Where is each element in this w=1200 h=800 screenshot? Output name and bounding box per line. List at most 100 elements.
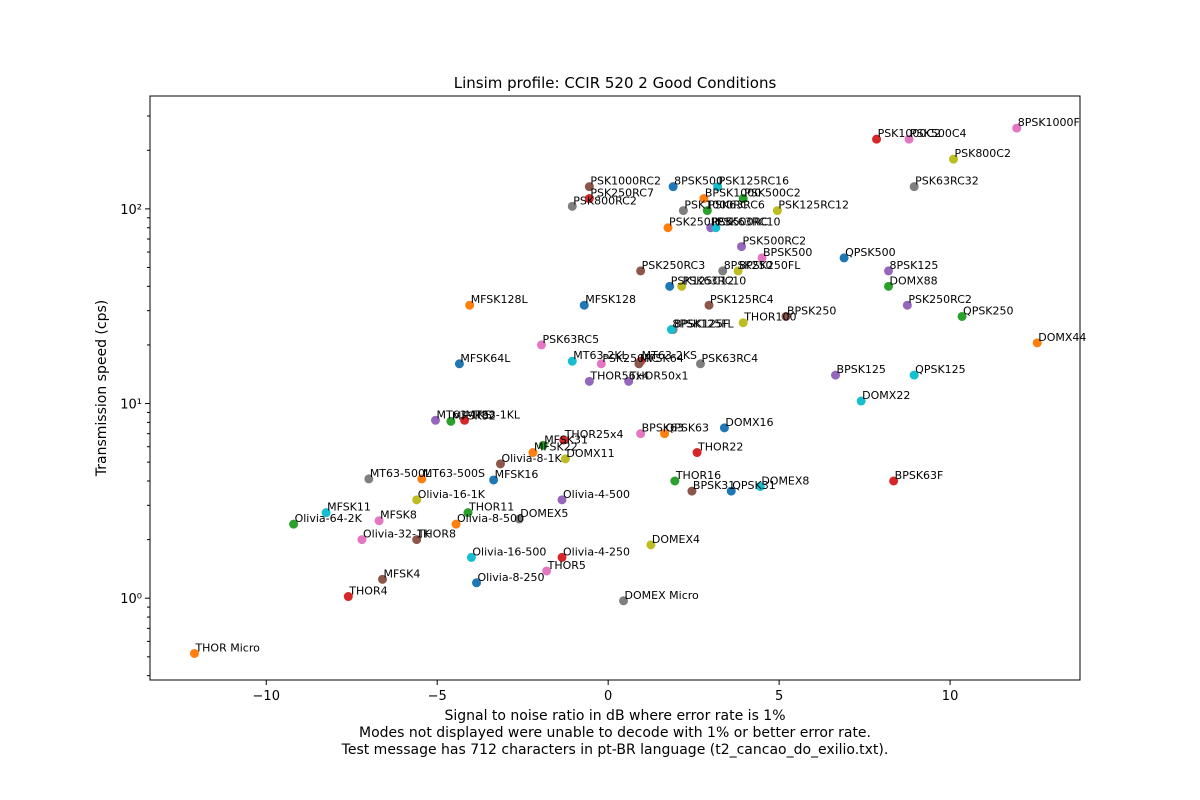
data-point-label: Olivia-16-1K [418,488,486,501]
y-tick-label: 10⁰ [120,592,142,607]
data-point-label: MFSK4 [384,567,421,580]
data-point [660,429,670,439]
data-point [757,253,767,263]
data-point-label: THOR8 [417,528,456,541]
data-point-label: PSK250RC3 [642,259,706,272]
data-point-label: PSK125C12 [671,274,735,287]
data-point [670,476,680,486]
data-point [636,429,646,439]
data-point [321,508,331,518]
data-point [460,415,470,425]
data-point [884,281,894,291]
data-point [781,311,791,321]
data-point [1032,338,1042,348]
data-point [542,566,552,576]
data-point-label: MFSK64L [460,352,511,365]
y-axis-label: Transmission speed (cps) [94,300,110,477]
data-point-label: PSK63RC32 [915,175,979,188]
data-point-label: Olivia-4-500 [563,488,630,501]
data-point-label: PSK1000RC2 [590,175,661,188]
data-point [634,359,644,369]
data-point-label: BPSK31 [693,479,735,492]
data-point [584,376,594,386]
data-point [738,194,748,204]
x-axis-note-1: Modes not displayed were unable to decod… [359,725,871,741]
data-point-label: Olivia-32-1K [363,528,431,541]
data-point-label: PSK800C2 [954,147,1011,160]
data-point [702,206,712,216]
data-point-label: PSK63RC10 [717,216,781,229]
data-point [902,300,912,310]
data-point-label: PSK1000C2 [878,127,942,140]
y-axis-ticks: 10⁰ 10¹ 10² [120,115,150,677]
data-point [189,648,199,658]
data-point [704,300,714,310]
data-point-label: PSK125RC4 [710,293,774,306]
x-tick-label: 10 [942,689,959,704]
data-point-label: MFSK16 [495,468,539,481]
data-point [711,223,721,233]
data-point [713,182,723,192]
data-point-label: PSK1000RC [684,199,748,212]
data-point-label: Olivia-8-250 [478,571,545,584]
data-point [454,359,464,369]
data-point-label: PSK125RC12 [778,199,849,212]
data-point [872,134,882,144]
data-point-label: Olivia-8-500 [457,512,524,525]
data-point [666,325,676,335]
data-point-label: THOR22 [697,441,743,454]
data-point [495,459,505,469]
data-point [904,134,914,144]
data-point [489,475,499,485]
x-axis-label: Signal to noise ratio in dB where error … [444,708,785,724]
data-point-label: MT63-500S [423,467,485,480]
data-point-label: 8PSK500 [674,175,723,188]
data-point-label: Olivia-64-2K [295,512,363,525]
data-point [463,508,473,518]
data-point [726,486,736,496]
data-point [357,535,367,545]
data-point [646,540,656,550]
data-point [772,206,782,216]
data-point-label: BPSK500 [763,246,812,259]
data-points [189,123,1042,658]
data-point [514,514,524,524]
x-tick-label: 0 [604,689,612,704]
data-point [557,552,567,562]
x-axis-note-2: Test message has 712 characters in pt-BR… [341,742,889,758]
data-point-label: DOMEX8 [761,474,809,487]
data-point [451,519,461,529]
data-point-label: DOMX11 [566,447,614,460]
data-point-label: Olivia-16-500 [472,545,546,558]
data-point-label: DOMEX5 [520,507,568,520]
data-point-label: PSK63RC5 [542,333,599,346]
data-point [909,370,919,380]
data-point [665,281,675,291]
data-point [465,300,475,310]
data-point-label: PSK250RC2 [908,293,972,306]
data-point-label: MFSK8 [380,509,417,522]
data-point [557,495,567,505]
data-point-label: THOR100 [743,311,796,324]
data-point [884,266,894,276]
data-point [663,223,673,233]
data-point [584,194,594,204]
data-point-label: QPSK250 [963,304,1013,317]
data-point-label: THOR4 [348,585,387,598]
data-point [636,266,646,276]
data-point-label: 8PSK250 [724,259,773,272]
data-point-label: DOMEX4 [652,533,700,546]
chart-title: Linsim profile: CCIR 520 2 Good Conditio… [454,74,777,92]
data-point-label: THOR Micro [194,641,260,654]
data-point-label: PSK250RC5 [669,216,733,229]
data-point-label: DOMX88 [890,274,938,287]
data-point-label: QPSK500 [845,246,895,259]
data-point-label: DOMX22 [862,389,910,402]
data-point [466,552,476,562]
data-point-label: BPSK125 [837,363,886,376]
data-point [343,592,353,602]
data-point [446,416,456,426]
data-point [699,194,709,204]
data-point-label: QPSK63 [666,422,709,435]
